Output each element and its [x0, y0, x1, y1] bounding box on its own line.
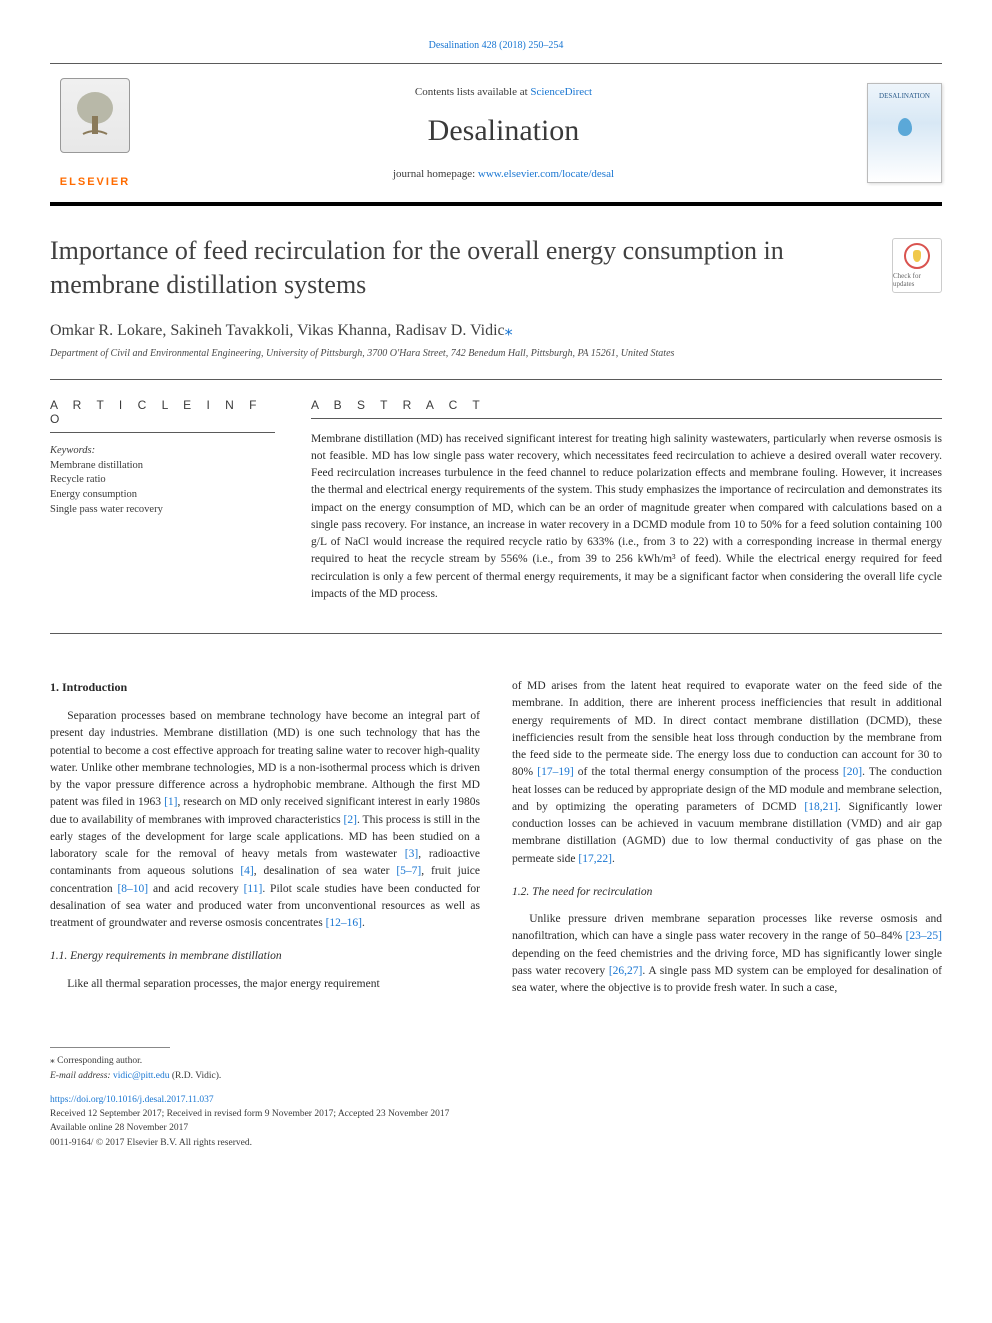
citation-link[interactable]: [12–16] — [326, 917, 362, 929]
authors-line: Omkar R. Lokare, Sakineh Tavakkoli, Vika… — [50, 320, 942, 340]
sub11-paragraph: Like all thermal separation processes, t… — [50, 976, 480, 993]
citation-link[interactable]: [20] — [843, 766, 862, 778]
cover-label: DESALINATION — [879, 92, 930, 100]
left-column: 1. Introduction Separation processes bas… — [50, 678, 480, 997]
available-online: Available online 28 November 2017 — [50, 1121, 942, 1135]
subsection-1-1-heading: 1.1. Energy requirements in membrane dis… — [50, 948, 480, 965]
citation-link[interactable]: [5–7] — [396, 865, 421, 877]
publisher-logo: ELSEVIER — [50, 78, 140, 188]
info-abstract-row: A R T I C L E I N F O Keywords: Membrane… — [50, 390, 942, 604]
journal-title: Desalination — [140, 114, 867, 148]
footnote-rule — [50, 1047, 170, 1048]
citation-link[interactable]: Desalination 428 (2018) 250–254 — [429, 40, 564, 51]
citation-header: Desalination 428 (2018) 250–254 — [50, 40, 942, 51]
section-1-heading: 1. Introduction — [50, 678, 480, 696]
right-column: of MD arises from the latent heat requir… — [512, 678, 942, 997]
citation-link[interactable]: [23–25] — [906, 930, 942, 942]
copyright-line: 0011-9164/ © 2017 Elsevier B.V. All righ… — [50, 1136, 942, 1150]
sub12-paragraph: Unlike pressure driven membrane separati… — [512, 911, 942, 997]
citation-link[interactable]: [17–19] — [537, 766, 573, 778]
citation-link[interactable]: [1] — [164, 796, 177, 808]
journal-cover-thumb: DESALINATION — [867, 83, 942, 183]
article-info-heading: A R T I C L E I N F O — [50, 398, 275, 426]
keyword-item: Membrane distillation — [50, 459, 275, 474]
journal-center: Contents lists available at ScienceDirec… — [140, 86, 867, 180]
article-title: Importance of feed recirculation for the… — [50, 234, 942, 302]
elsevier-wordmark: ELSEVIER — [60, 176, 130, 188]
corresponding-asterisk: ⁎ — [505, 322, 513, 339]
article-head: Importance of feed recirculation for the… — [50, 234, 942, 302]
check-updates-label: Check for updates — [893, 272, 941, 288]
email-line: E-mail address: vidic@pitt.edu (R.D. Vid… — [50, 1069, 942, 1083]
article-info-col: A R T I C L E I N F O Keywords: Membrane… — [50, 398, 275, 604]
corresponding-note: ⁎ Corresponding author. — [50, 1054, 942, 1068]
journal-homepage: journal homepage: www.elsevier.com/locat… — [140, 168, 867, 180]
crossmark-icon — [904, 243, 930, 269]
citation-link[interactable]: [26,27] — [609, 965, 643, 977]
footer: ⁎ Corresponding author. E-mail address: … — [50, 1047, 942, 1150]
email-link[interactable]: vidic@pitt.edu — [113, 1071, 170, 1081]
received-dates: Received 12 September 2017; Received in … — [50, 1107, 942, 1121]
check-updates-badge[interactable]: Check for updates — [892, 238, 942, 293]
divider-top — [50, 379, 942, 380]
keyword-item: Single pass water recovery — [50, 503, 275, 518]
journal-header: ELSEVIER Contents lists available at Sci… — [50, 63, 942, 206]
citation-link[interactable]: [3] — [405, 848, 418, 860]
divider-bottom — [50, 633, 942, 634]
abstract-text: Membrane distillation (MD) has received … — [311, 431, 942, 604]
citation-link[interactable]: [18,21] — [804, 801, 838, 813]
contents-line: Contents lists available at ScienceDirec… — [140, 86, 867, 98]
authors-text: Omkar R. Lokare, Sakineh Tavakkoli, Vika… — [50, 322, 505, 339]
elsevier-tree-icon — [60, 78, 130, 153]
keywords-label: Keywords: — [50, 445, 275, 456]
doi-link[interactable]: https://doi.org/10.1016/j.desal.2017.11.… — [50, 1093, 942, 1107]
abstract-col: A B S T R A C T Membrane distillation (M… — [311, 398, 942, 604]
body-columns: 1. Introduction Separation processes bas… — [50, 678, 942, 997]
subsection-1-2-heading: 1.2. The need for recirculation — [512, 884, 942, 901]
email-suffix: (R.D. Vidic). — [170, 1071, 222, 1081]
contents-prefix: Contents lists available at — [415, 86, 530, 98]
sciencedirect-link[interactable]: ScienceDirect — [530, 86, 592, 98]
affiliation: Department of Civil and Environmental En… — [50, 348, 942, 359]
keyword-item: Energy consumption — [50, 488, 275, 503]
email-label: E-mail address: — [50, 1071, 113, 1081]
homepage-prefix: journal homepage: — [393, 168, 478, 180]
citation-link[interactable]: [2] — [344, 814, 357, 826]
homepage-link[interactable]: www.elsevier.com/locate/desal — [478, 168, 614, 180]
citation-link[interactable]: [17,22] — [578, 853, 612, 865]
intro-paragraph: Separation processes based on membrane t… — [50, 708, 480, 932]
water-drop-icon — [898, 118, 912, 136]
col2-continuation: of MD arises from the latent heat requir… — [512, 678, 942, 868]
info-divider — [50, 432, 275, 433]
abstract-divider — [311, 418, 942, 419]
abstract-heading: A B S T R A C T — [311, 398, 942, 412]
citation-link[interactable]: [8–10] — [117, 883, 148, 895]
citation-link[interactable]: [4] — [240, 865, 253, 877]
keyword-item: Recycle ratio — [50, 473, 275, 488]
citation-link[interactable]: [11] — [244, 883, 263, 895]
